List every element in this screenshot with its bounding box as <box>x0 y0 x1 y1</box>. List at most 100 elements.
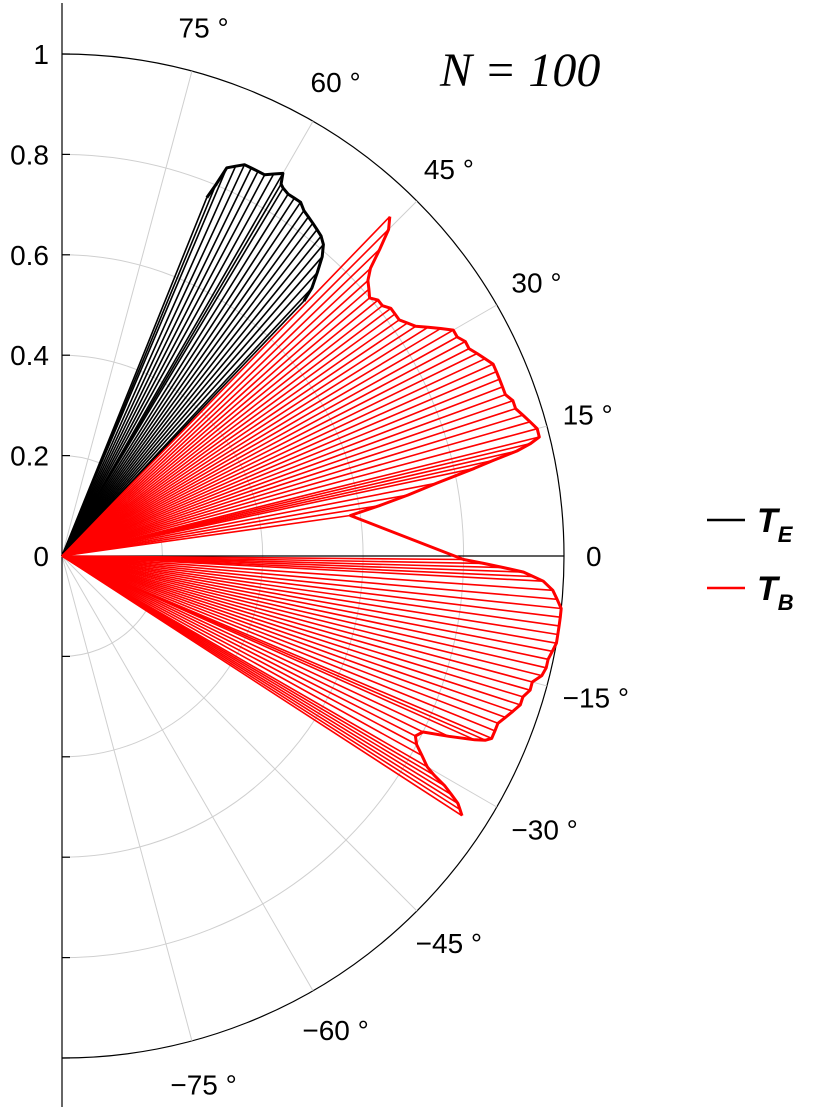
series-1-ray-65 <box>61 327 442 557</box>
angular-tick-label-8: −45 ° <box>416 928 482 959</box>
series-1-ray-20 <box>61 555 524 698</box>
series-1-ray-70 <box>61 313 396 557</box>
series-1-ray-8 <box>61 555 417 746</box>
series-0-ray-5 <box>61 235 322 557</box>
angular-spoke-10 <box>61 555 193 1042</box>
angular-tick-label-3: 30 ° <box>511 267 561 298</box>
series-1-ray-23 <box>61 555 542 677</box>
angular-tick-label-5: 0 <box>586 541 602 572</box>
series-1-ray-28 <box>61 555 558 636</box>
series-0-ray-4 <box>61 243 325 557</box>
series-1-ray-59 <box>61 357 486 557</box>
angular-tick-label-1: 60 ° <box>311 67 361 98</box>
angular-tick-label-0: 75 ° <box>179 13 229 44</box>
series-1-ray-33 <box>61 555 553 592</box>
series-1-ray-52 <box>61 407 516 557</box>
angular-tick-label-10: −75 ° <box>170 1070 236 1101</box>
series-1-ray-56 <box>61 378 500 557</box>
series-1-ray-55 <box>61 386 503 557</box>
series-1-ray-42 <box>61 494 409 557</box>
radial-tick-label-5: 1 <box>33 39 49 70</box>
series-1-ray-26 <box>61 555 553 653</box>
series-1-ray-63 <box>61 336 458 557</box>
series-1-ray-49 <box>61 427 538 557</box>
series-1-ray-74 <box>61 297 371 557</box>
angular-tick-label-7: −30 ° <box>511 815 577 846</box>
radial-tick-label-2: 0.4 <box>10 340 49 371</box>
series-1-ray-64 <box>61 329 454 557</box>
series-1-ray-10 <box>61 555 424 733</box>
series-0-ray-21 <box>61 165 237 557</box>
chart-annotation: N = 100 <box>439 44 600 97</box>
series-1-ray-43 <box>61 482 437 557</box>
series-1-ray-57 <box>61 370 497 557</box>
series-1-ray-67 <box>61 325 417 557</box>
series-0-ray-17 <box>61 174 266 557</box>
series-1 <box>61 216 563 817</box>
series-1-ray-79 <box>61 228 390 557</box>
series-1-ray-73 <box>61 299 379 557</box>
series-1-ray-6 <box>61 555 428 768</box>
angular-spoke-0 <box>61 70 193 557</box>
series-0-ray-19 <box>61 167 253 557</box>
series-1-ray-30 <box>61 555 561 618</box>
angular-spoke-8 <box>61 555 418 912</box>
radial-axis: 0 0.2 0.4 0.6 0.8 1 <box>10 3 70 1107</box>
series-1-ray-68 <box>61 322 408 557</box>
legend-label-1: TB <box>757 570 794 615</box>
series-0-ray-1 <box>61 287 313 557</box>
series-1-ray-9 <box>61 555 416 737</box>
legend-label-0: TE <box>757 502 794 547</box>
angular-tick-label-4: 15 ° <box>563 399 613 430</box>
series-1-ray-71 <box>61 307 392 557</box>
series-1-ray-78 <box>61 248 381 557</box>
legend: TE TB <box>707 502 794 615</box>
series-0-ray-16 <box>61 173 275 557</box>
series-0-ray-12 <box>61 193 289 557</box>
series-0-ray-6 <box>61 229 318 557</box>
series-1-ray-14 <box>61 555 493 740</box>
series-1-ray-41 <box>61 504 380 557</box>
radial-tick-label-0: 0 <box>33 541 49 572</box>
series-0-ray-18 <box>61 170 259 557</box>
angular-tick-label-2: 45 ° <box>424 154 474 185</box>
series-1-ray-27 <box>61 555 557 644</box>
series-0 <box>61 163 325 557</box>
radial-tick-label-4: 0.8 <box>10 139 49 170</box>
series-0-ray-3 <box>61 256 323 557</box>
series-1-ray-17 <box>61 555 506 719</box>
series-1-ray-21 <box>61 555 531 691</box>
series-0-ray-8 <box>61 216 310 557</box>
series-1-ray-40 <box>61 514 351 557</box>
series-0-ray-24 <box>61 197 208 557</box>
series-0-ray-15 <box>61 172 284 557</box>
series-1-ray-25 <box>61 555 549 661</box>
series-1-ray-19 <box>61 555 521 706</box>
series-1-ray-61 <box>61 347 470 557</box>
series-1-ray-62 <box>61 340 466 557</box>
series-1-ray-54 <box>61 393 506 557</box>
series-0-ray-20 <box>61 164 246 557</box>
angular-tick-label-6: −15 ° <box>563 683 629 714</box>
series-0-ray-10 <box>61 201 302 557</box>
series-1-ray-72 <box>61 305 383 557</box>
series-1-ray-75 <box>61 288 370 557</box>
series-1-ray-60 <box>61 352 478 557</box>
series-1-ray-31 <box>61 555 562 610</box>
series-1-ray-48 <box>61 436 540 557</box>
series-1-ray-32 <box>61 555 558 601</box>
series-1-ray-53 <box>61 399 514 557</box>
series-0-ray-7 <box>61 222 314 557</box>
radial-tick-label-1: 0.2 <box>10 441 49 472</box>
series-1-ray-22 <box>61 555 533 683</box>
series-1-ray-24 <box>61 555 547 669</box>
series-1-ray-7 <box>61 555 423 757</box>
series-0-ray-9 <box>61 210 305 557</box>
series-1-ray-77 <box>61 267 371 557</box>
series-0-ray-11 <box>61 197 296 557</box>
series-1-ray-11 <box>61 555 450 738</box>
series-1-ray-66 <box>61 326 429 557</box>
data-series <box>61 163 563 817</box>
series-1-ray-29 <box>61 555 560 627</box>
